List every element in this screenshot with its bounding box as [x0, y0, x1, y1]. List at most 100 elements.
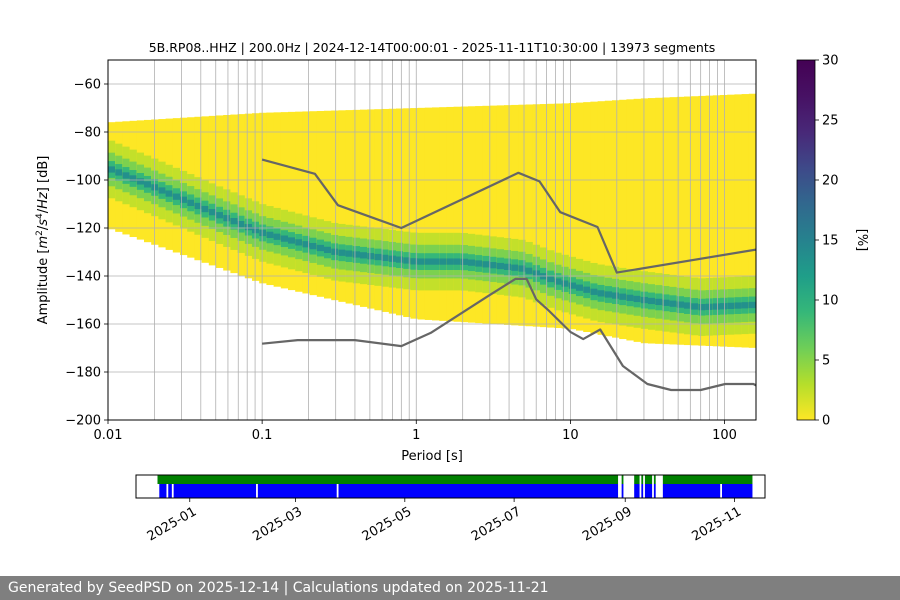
heatmap-cell [338, 249, 347, 256]
heatmap-cell [741, 94, 750, 348]
heatmap-cell [410, 258, 419, 265]
timeline-segment-green [634, 475, 640, 484]
heatmap-cell [136, 178, 145, 185]
heatmap-cell [561, 280, 570, 287]
footer-bar: Generated by SeedPSD on 2025-12-14 | Cal… [0, 576, 900, 600]
timeline-ticks: 2025-01 2025-03 2025-05 2025-07 2025-09 2025-… [145, 498, 744, 544]
heatmap-cell [381, 108, 390, 312]
x-axis-label: Period [s] [401, 449, 463, 464]
timeline-segment-blue [653, 484, 656, 498]
heatmap-cell [525, 267, 534, 274]
heatmap-cell [424, 107, 433, 320]
timeline-tick-label: 2025-03 [250, 504, 305, 544]
heatmap-cell [252, 226, 260, 234]
heatmap-cell [525, 104, 534, 327]
timeline-segment-green [653, 475, 656, 484]
heatmap-cell [396, 256, 404, 263]
heatmap-cell [633, 295, 642, 303]
heatmap-cell [698, 95, 707, 346]
heatmap-cell [439, 107, 447, 321]
x-tick-label: 0.01 [94, 428, 123, 443]
heatmap-cell [698, 304, 707, 311]
heatmap-cell [345, 110, 354, 304]
data-availability-timeline [157, 475, 753, 498]
heatmap-cell [511, 104, 519, 326]
heatmap-cell [187, 199, 195, 206]
colorbar-tick-label: 5 [822, 354, 830, 369]
heatmap-cell [252, 113, 260, 281]
heatmap-cell [748, 93, 756, 348]
x-tick-label: 100 [712, 428, 737, 443]
heatmap-cell [439, 258, 447, 265]
heatmap-cell [662, 299, 671, 306]
heatmap-cell [108, 166, 116, 173]
heatmap-cell [417, 258, 426, 265]
heatmap-cell [684, 96, 692, 346]
heatmap-cell [612, 100, 620, 338]
timeline-segment-blue [257, 484, 337, 498]
heatmap-cell [604, 291, 613, 298]
heatmap-cell [223, 215, 231, 222]
heatmap-cell [597, 101, 606, 335]
heatmap-cell [691, 303, 699, 310]
timeline-segment-green [641, 475, 644, 484]
timeline-segment-blue [338, 484, 619, 498]
colorbar-ticks: 0 5 10 15 20 25 30 [815, 54, 839, 429]
colorbar-tick-label: 15 [822, 234, 839, 249]
heatmap-cell [446, 258, 455, 265]
heatmap-cell [489, 262, 498, 269]
y-tick-label: −60 [74, 78, 101, 93]
heatmap-cell [295, 239, 303, 246]
heatmap-cell [712, 303, 721, 310]
heatmap-cell [626, 99, 635, 341]
heatmap-cell [648, 98, 656, 344]
heatmap-cell [280, 112, 289, 289]
heatmap-cell [273, 233, 282, 240]
timeline-tick-label: 2025-05 [360, 504, 415, 544]
heatmap-cell [244, 113, 253, 279]
heatmap-cell [446, 106, 455, 322]
heatmap-cell [158, 187, 167, 194]
heatmap-cell [504, 263, 512, 270]
heatmap-cell [748, 301, 756, 309]
heatmap-cell [691, 96, 699, 346]
heatmap-cell [302, 111, 311, 294]
heatmap-cell [489, 105, 498, 324]
plot-frame [107, 59, 757, 421]
heatmap-cell [345, 250, 354, 257]
y-tick-label: −140 [65, 270, 101, 285]
heatmap-cell [676, 96, 685, 345]
y-tick-label: −200 [65, 414, 101, 429]
heatmap-cell [237, 221, 246, 228]
noise-model-high [261, 158, 756, 274]
colorbar-tick-label: 10 [822, 294, 839, 309]
timeline-segment-blue [662, 484, 721, 498]
heatmap-cell [324, 110, 332, 299]
x-tick-label: 1 [412, 428, 420, 443]
y-tick-label: −80 [74, 126, 101, 141]
heatmap-cell [720, 94, 728, 347]
heatmap-cell [266, 231, 275, 238]
heatmap-cell [734, 302, 743, 309]
heatmap-cell [194, 202, 203, 210]
heatmap-cell [180, 196, 188, 203]
heatmap-cell [583, 286, 591, 293]
heatmap-cell [568, 282, 577, 289]
heatmap-cell [352, 109, 361, 306]
heatmap-cell [720, 303, 728, 310]
heatmap-cell [482, 261, 491, 268]
heatmap-cell [424, 258, 433, 265]
y-tick-label: −160 [65, 318, 101, 333]
heatmap-cell [504, 105, 512, 325]
chart-title: 5B.RP08..HHZ | 200.0Hz | 2024-12-14T00:0… [149, 40, 716, 55]
heatmap-cell [496, 105, 505, 325]
heatmap-cell [619, 99, 627, 340]
heatmap-cell [367, 109, 375, 309]
heatmap-cell [547, 275, 555, 283]
heatmap-cell [302, 241, 311, 248]
timeline-frame [135, 474, 766, 499]
timeline-segment-blue [159, 484, 167, 498]
heatmap-cell [288, 111, 296, 291]
heatmap-cell [554, 278, 563, 285]
colorbar-label: [%] [854, 229, 869, 252]
